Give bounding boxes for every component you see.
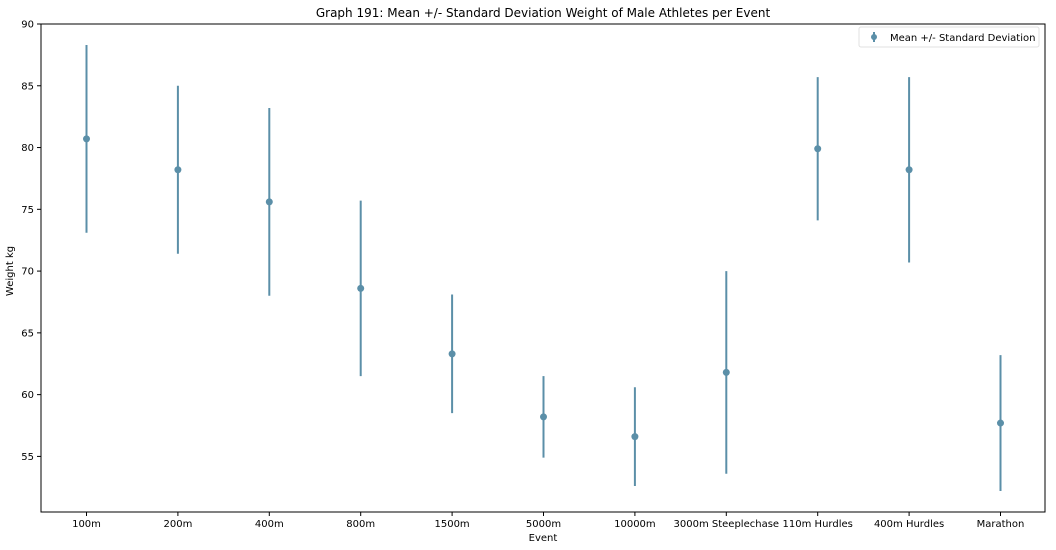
mean-point [631, 433, 638, 440]
y-tick-label: 60 [21, 390, 34, 401]
mean-point [449, 350, 456, 357]
legend-label: Mean +/- Standard Deviation [890, 33, 1035, 44]
y-tick-label: 55 [21, 452, 34, 463]
mean-point [174, 166, 181, 173]
mean-point [723, 369, 730, 376]
y-tick-label: 65 [21, 328, 34, 339]
chart-title: Graph 191: Mean +/- Standard Deviation W… [316, 6, 771, 20]
mean-point [997, 420, 1004, 427]
x-tick-label: 400m Hurdles [874, 519, 944, 530]
x-tick-label: 400m [255, 519, 284, 530]
x-tick-label: 10000m [614, 519, 656, 530]
y-tick-label: 85 [21, 81, 34, 92]
legend: Mean +/- Standard Deviation [859, 27, 1039, 47]
mean-point [83, 135, 90, 142]
mean-point [357, 285, 364, 292]
x-tick-label: Marathon [977, 519, 1025, 530]
x-tick-label: 5000m [526, 519, 561, 530]
y-tick-label: 75 [21, 205, 34, 216]
y-tick-label: 70 [21, 267, 34, 278]
x-tick-label: 1500m [434, 519, 469, 530]
x-tick-label: 110m Hurdles [783, 519, 853, 530]
x-tick-label: 200m [163, 519, 192, 530]
x-tick-label: 800m [346, 519, 375, 530]
x-tick-label: 100m [72, 519, 101, 530]
mean-point [266, 198, 273, 205]
plot-area: 55 60 65 70 75 80 85 90 100m 200m 400m 800m 1500m 500… [21, 20, 1045, 531]
mean-point [540, 413, 547, 420]
x-axis-label: Event [529, 533, 558, 544]
mean-point [814, 145, 821, 152]
y-tick-label: 80 [21, 143, 34, 154]
legend-point-icon [871, 34, 877, 40]
mean-point [906, 166, 913, 173]
y-axis-label: Weight kg [5, 246, 16, 296]
y-tick-label: 90 [21, 20, 34, 31]
x-tick-label: 3000m Steeplechase [674, 519, 780, 530]
